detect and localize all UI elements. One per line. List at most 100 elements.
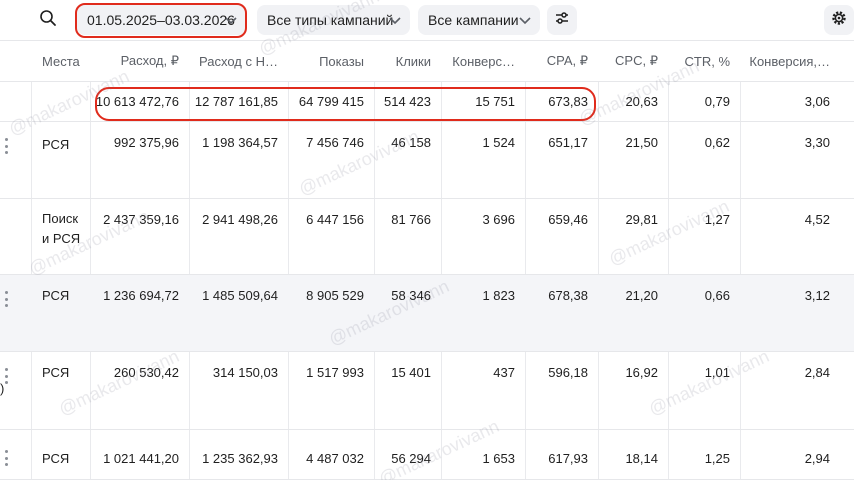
- gear-icon: [830, 9, 848, 32]
- table-cell: 0,66: [704, 288, 730, 303]
- table-cell: 1 236 694,72: [103, 288, 179, 303]
- table-cell: 7 456 746: [306, 135, 364, 150]
- table-cell: 1 235 362,93: [202, 451, 278, 466]
- table-cell: 1 517 993: [306, 365, 364, 380]
- table-cell: 1,27: [704, 212, 730, 227]
- table-cell: 2,84: [804, 365, 830, 380]
- table-cell: 18,14: [625, 451, 658, 466]
- chevron-down-icon: [518, 13, 532, 30]
- campaigns-select[interactable]: Все кампании: [418, 5, 540, 35]
- filter-settings-button[interactable]: [547, 5, 577, 35]
- table-cell: 4,52: [804, 212, 830, 227]
- table-cell: 3,30: [804, 135, 830, 150]
- truncated-text: ): [0, 381, 5, 396]
- totals-cell: 12 787 161,85: [194, 94, 278, 109]
- column-divider: [668, 40, 669, 480]
- table-cell: 1 198 364,57: [202, 135, 278, 150]
- column-divider: [189, 40, 190, 480]
- totals-cell: 3,06: [804, 94, 830, 109]
- totals-cell: 514 423: [384, 94, 431, 109]
- table-cell: 15 401: [391, 365, 431, 380]
- table-cell: 2 941 498,26: [202, 212, 278, 227]
- row-menu-icon[interactable]: [0, 289, 12, 309]
- totals-cell: 64 799 415: [298, 94, 364, 109]
- chevron-down-icon: [224, 13, 238, 30]
- table-cell: 659,46: [548, 212, 588, 227]
- column-header[interactable]: Конверс…: [452, 53, 515, 69]
- toolbar: 01.05.2025–03.03.2026 Все типы кампаний …: [0, 0, 854, 40]
- table-cell: 1 524: [482, 135, 515, 150]
- table-cell: 21,50: [625, 135, 658, 150]
- table-cell: 6 447 156: [306, 212, 364, 227]
- table-cell: 314 150,03: [212, 365, 278, 380]
- campaign-types-label: Все типы кампаний: [267, 12, 394, 28]
- column-header[interactable]: Места: [42, 53, 80, 69]
- table-cell: 58 346: [391, 288, 431, 303]
- placement-cell: РСЯ: [42, 365, 70, 380]
- placement-cell: Поиск и РСЯ: [42, 211, 81, 246]
- table-cell: 651,17: [548, 135, 588, 150]
- column-divider: [598, 40, 599, 480]
- column-header[interactable]: CPC, ₽: [615, 53, 658, 68]
- table-cell: 3 696: [482, 212, 515, 227]
- statistics-table: Места Расход, ₽ Расход с Н… Показы Клики…: [0, 40, 854, 480]
- table-row[interactable]: ) РСЯ 260 530,42 314 150,03 1 517 993 15…: [0, 352, 854, 430]
- table-cell: 1 653: [482, 451, 515, 466]
- column-header[interactable]: Показы: [319, 53, 364, 69]
- table-cell: 4 487 032: [306, 451, 364, 466]
- table-cell: 3,12: [804, 288, 830, 303]
- table-cell: 1 485 509,64: [202, 288, 278, 303]
- settings-button[interactable]: [824, 5, 854, 35]
- column-header[interactable]: CTR, %: [684, 53, 731, 69]
- placement-cell: РСЯ: [42, 288, 70, 303]
- row-menu-icon[interactable]: [0, 366, 12, 386]
- date-range-label: 01.05.2025–03.03.2026: [87, 12, 235, 28]
- table-row[interactable]: Поиск и РСЯ 2 437 359,16 2 941 498,26 6 …: [0, 199, 854, 275]
- column-header[interactable]: CPA, ₽: [546, 53, 588, 68]
- table-cell: 437: [493, 365, 515, 380]
- table-cell: 617,93: [548, 451, 588, 466]
- column-divider: [90, 40, 91, 480]
- table-cell: 678,38: [548, 288, 588, 303]
- totals-cell: 20,63: [625, 94, 658, 109]
- totals-cell: 0,79: [704, 94, 730, 109]
- campaigns-label: Все кампании: [428, 12, 519, 28]
- row-menu-icon[interactable]: [0, 448, 12, 468]
- totals-cell: 673,83: [548, 94, 588, 109]
- table-cell: 0,62: [704, 135, 730, 150]
- totals-row: 10 613 472,76 12 787 161,85 64 799 415 5…: [0, 82, 854, 122]
- search-icon: [39, 9, 57, 32]
- table-cell: 596,18: [548, 365, 588, 380]
- table-cell: 2 437 359,16: [103, 212, 179, 227]
- table-cell: 8 905 529: [306, 288, 364, 303]
- column-header[interactable]: Конверсия,…: [749, 53, 830, 69]
- table-cell: 992 375,96: [113, 135, 179, 150]
- search-button[interactable]: [30, 5, 66, 35]
- table-cell: 46 158: [391, 135, 431, 150]
- date-range-select[interactable]: 01.05.2025–03.03.2026: [77, 5, 246, 35]
- campaign-types-select[interactable]: Все типы кампаний: [257, 5, 410, 35]
- table-row[interactable]: РСЯ 1 021 441,20 1 235 362,93 4 487 032 …: [0, 430, 854, 480]
- table-cell: 260 530,42: [113, 365, 179, 380]
- column-divider: [525, 40, 526, 480]
- table-cell: 1 823: [482, 288, 515, 303]
- table-cell: 29,81: [625, 212, 658, 227]
- table-cell: 1,01: [704, 365, 730, 380]
- chevron-down-icon: [388, 13, 402, 30]
- column-divider: [441, 40, 442, 480]
- totals-cell: 15 751: [475, 94, 515, 109]
- column-divider: [31, 40, 32, 480]
- table-cell: 1 021 441,20: [103, 451, 179, 466]
- table-row[interactable]: РСЯ 1 236 694,72 1 485 509,64 8 905 529 …: [0, 275, 854, 352]
- table-cell: 16,92: [625, 365, 658, 380]
- column-divider: [740, 40, 741, 480]
- placement-cell: РСЯ: [42, 137, 70, 152]
- table-row[interactable]: РСЯ 992 375,96 1 198 364,57 7 456 746 46…: [0, 122, 854, 199]
- row-menu-icon[interactable]: [0, 136, 12, 156]
- placement-cell: РСЯ: [42, 451, 70, 466]
- column-divider: [374, 40, 375, 480]
- column-header[interactable]: Расход, ₽: [120, 53, 179, 68]
- table-header: Места Расход, ₽ Расход с Н… Показы Клики…: [0, 40, 854, 82]
- column-header[interactable]: Расход с Н…: [199, 53, 278, 69]
- column-header[interactable]: Клики: [395, 53, 431, 69]
